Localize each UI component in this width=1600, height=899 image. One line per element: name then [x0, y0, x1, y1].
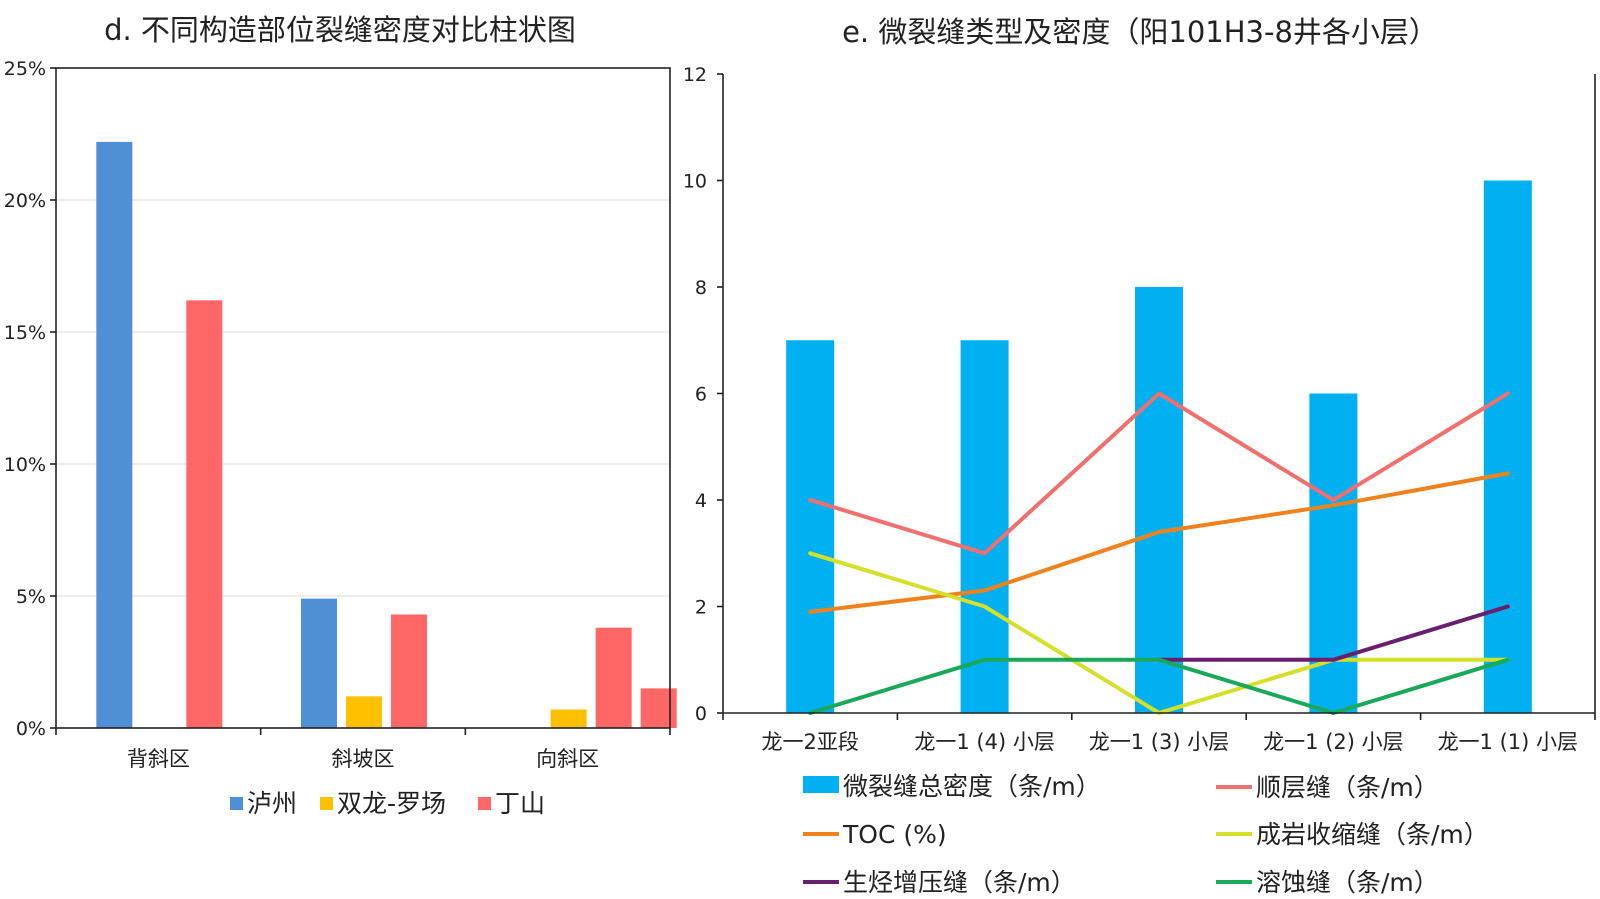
chart-d-bar-双龙-罗场 [346, 696, 382, 728]
chart-d-legend-label: 丁山 [495, 789, 545, 818]
chart-d-xtick-label: 斜坡区 [332, 747, 395, 771]
chart-e-bar [1135, 287, 1183, 713]
chart-e-legend-label: 溶蚀缝（条/m） [1256, 868, 1439, 897]
chart-e-ytick-label: 6 [695, 384, 707, 406]
chart-d-title: d. 不同构造部位裂缝密度对比柱状图 [104, 13, 576, 47]
chart-e-xtick-label: 龙一1 (1) 小层 [1438, 730, 1578, 754]
chart-e-xtick-label: 龙一1 (2) 小层 [1263, 730, 1403, 754]
chart-e-line-溶蚀缝（条/m） [808, 657, 1510, 715]
chart-e-line-TOC (%) [808, 471, 1510, 614]
chart-e-ytick-label: 8 [695, 277, 707, 299]
chart-d-ytick-label: 0% [16, 718, 46, 740]
chart-d-group: d. 不同构造部位裂缝密度对比柱状图 0% 5% 10% 15% 20% 25% 背斜区 斜… [4, 13, 677, 818]
chart-d-legend-label: 双龙-罗场 [337, 789, 446, 818]
chart-d-bar-丁山 [595, 627, 632, 728]
chart-d-ytick-label: 5% [16, 586, 46, 608]
chart-e-legend-label: 微裂缝总密度（条/m） [843, 772, 1101, 801]
chart-e-legend-label: TOC (%) [842, 820, 947, 849]
chart-d-xtick-label: 背斜区 [127, 747, 190, 771]
chart-e-legend-label: 顺层缝（条/m） [1256, 773, 1439, 802]
chart-e-legend-bar-swatch [803, 776, 839, 793]
chart-d-ytick-label: 20% [4, 190, 46, 212]
chart-e-legend-label: 生烃增压缝（条/m） [843, 868, 1076, 897]
chart-e-title: e. 微裂缝类型及密度（阳101H3-8井各小层） [842, 15, 1438, 49]
chart-d-bar-泸州 [96, 141, 133, 729]
chart-e-xtick-label: 龙一2亚段 [762, 730, 859, 754]
chart-d-ytick-label: 25% [4, 58, 46, 80]
chart-d-legend-swatch [478, 797, 491, 810]
chart-d-ytick-label: 15% [4, 322, 46, 344]
chart-e-xtick-label: 龙一1 (3) 小层 [1089, 730, 1229, 754]
chart-d-legend-swatch [230, 797, 243, 810]
chart-d-legend-label: 泸州 [247, 789, 297, 818]
chart-e-ytick-label: 2 [695, 597, 707, 619]
chart-d-bar-泸州 [301, 598, 337, 728]
chart-d-bar-双龙-罗场 [550, 709, 587, 728]
chart-e-bar [960, 340, 1009, 713]
chart-e-bar [786, 340, 835, 713]
chart-d-ytick-label: 10% [4, 454, 46, 476]
chart-e-xtick-label: 龙一1 (4) 小层 [914, 730, 1054, 754]
chart-d-xtick-label: 向斜区 [536, 747, 599, 771]
chart-e-ytick-label: 4 [695, 490, 707, 512]
chart-d-bar-丁山 [186, 300, 223, 728]
chart-d-bar-丁山 [391, 614, 427, 728]
chart-e-ytick-label: 12 [683, 64, 707, 86]
chart-e-ytick-label: 0 [695, 703, 707, 725]
chart-d-legend-swatch [320, 797, 333, 810]
chart-d-plot-frame [55, 67, 671, 729]
chart-e-line-顺层缝（条/m） [808, 391, 1510, 556]
chart-e-group: e. 微裂缝类型及密度（阳101H3-8井各小层） 0 2 4 6 8 10 12 龙一2亚… [683, 15, 1596, 897]
chart-d-bar-extra [640, 688, 677, 728]
chart-e-line-生烃增压缝（条/m） [1157, 604, 1510, 662]
chart-e-legend-label: 成岩收缩缝（条/m） [1256, 820, 1489, 849]
chart-e-bar [1483, 180, 1532, 713]
chart-e-ytick-label: 10 [683, 171, 707, 193]
